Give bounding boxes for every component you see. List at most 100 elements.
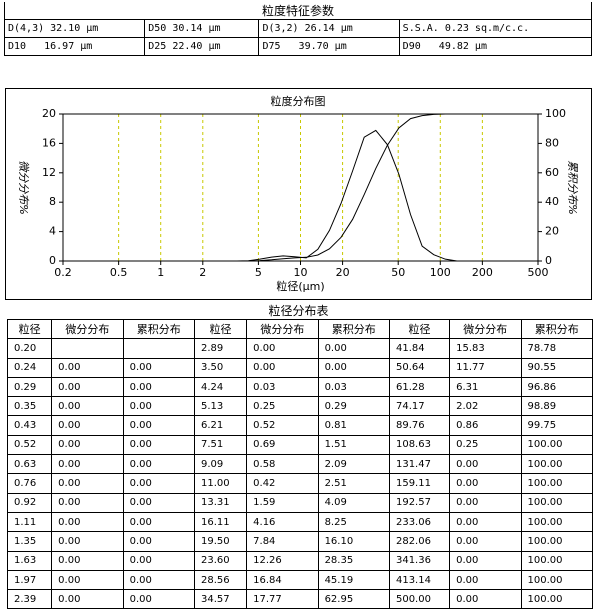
y2-tick-label: 40 [545,195,559,208]
table-cell: 98.89 [520,396,593,417]
chart-box: 粒度分布图 0.2 0.5 1 2 5 10 20 50 100 200 500 0 4 8 12 16 20 0… [5,88,592,300]
y-tick-label: 0 [49,254,56,267]
table-cell [122,338,195,359]
y-tick-label: 12 [42,166,56,179]
table-row: 0.92 0.00 0.00 13.31 1.59 4.09 192.57 0.00 100.0… [6,492,593,513]
table-row: 0.52 0.00 0.00 7.51 0.69 1.51 108.63 0.25 100.00 [6,434,593,456]
table-cell: 23.60 [193,550,248,571]
param: D(3,2) 26.14 μm [258,19,400,38]
header-cell: 粒径 [388,318,451,340]
table-cell: 0.29 [317,396,390,417]
header-row: 粒径 微分分布 累积分布 粒径 微分分布 累积分布 粒径 微分分布 累积分布 [6,318,593,340]
table-cell: 13.31 [193,492,248,513]
table-cell: 0.00 [449,511,522,533]
table-cell: 3.50 [193,357,248,378]
table-cell: 131.47 [388,454,451,475]
table-cell: 0.03 [317,376,390,398]
table-cell: 0.81 [317,415,390,436]
table-cell: 100.00 [520,569,593,591]
table-cell: 0.00 [122,376,195,398]
table-cell: 0.00 [51,454,124,475]
table-cell: 2.02 [449,396,522,417]
table-cell: 0.43 [6,415,53,436]
chart: 粒度分布图 0.2 0.5 1 2 5 10 20 50 100 200 5000481216200… [17,94,579,293]
table-cell: 0.00 [122,531,195,552]
table-cell: 15.83 [449,338,522,359]
table-cell: 17.77 [246,589,319,610]
table-cell: 2.89 [193,338,248,359]
table-cell: 100.00 [520,473,593,494]
table-cell: 0.00 [122,454,195,475]
table-cell: 0.00 [122,434,195,456]
x-tick-label: 1 [157,266,164,279]
y2-tick-label: 60 [545,166,559,179]
table-cell: 0.52 [6,434,53,456]
table-cell: 28.35 [317,550,390,571]
param: D25 22.40 μm [144,37,260,56]
table-row: 0.35 0.00 0.00 5.13 0.25 0.29 74.17 2.02 98.89 [6,396,593,417]
table-cell: 62.95 [317,589,390,610]
table-cell: 100.00 [520,434,593,456]
x-tick-label: 50 [391,266,405,279]
table-cell: 0.00 [51,473,124,494]
table-cell: 0.25 [246,396,319,417]
header-cell: 粒径 [193,318,248,340]
x-tick-label: 2 [199,266,206,279]
x-tick-label: 5 [255,266,262,279]
table-cell: 0.52 [246,415,319,436]
plot-frame [62,113,539,262]
table-cell: 0.00 [51,589,124,610]
table-cell: 4.24 [193,376,248,398]
table-cell: 500.00 [388,589,451,610]
header-cell: 累积分布 [317,318,390,340]
x-axis-label: 粒径(μm) [276,279,324,293]
table-cell: 0.00 [122,473,195,494]
table-cell: 2.09 [317,454,390,475]
table-cell: 0.00 [449,454,522,475]
table-cell: 0.00 [122,511,195,533]
y2-tick-label: 100 [545,107,566,120]
table-row: 0.20 2.89 0.00 0.00 41.84 15.83 78.78 [6,338,593,359]
y2-axis-label: 累积分布% [566,160,579,214]
series-line [74,113,538,262]
table-cell: 78.78 [520,338,593,359]
table-cell: 0.00 [246,357,319,378]
table-cell: 12.26 [246,550,319,571]
table-cell: 11.00 [193,473,248,494]
table-cell: 0.00 [317,338,390,359]
table-cell: 90.55 [520,357,593,378]
param-row: D(4,3) 32.10 μm D50 30.14 μm D(3,2) 26.14 … [3,19,593,38]
y-tick-label: 16 [42,136,56,149]
table-row: 2.39 0.00 0.00 34.57 17.77 62.95 500.00 0.00 100… [6,589,593,610]
table-cell: 0.00 [122,492,195,513]
table-cell: 1.35 [6,531,53,552]
table-cell: 0.00 [51,569,124,591]
table-cell: 0.00 [51,511,124,533]
table-cell: 7.51 [193,434,248,456]
param-row: D10 16.97 μm D25 22.40 μm D75 39.70 μm D90 … [3,37,593,56]
table-cell: 0.00 [122,589,195,610]
table-cell: 5.13 [193,396,248,417]
table-cell: 0.29 [6,376,53,398]
table-row: 1.97 0.00 0.00 28.56 16.84 45.19 413.14 0.00 100… [6,569,593,591]
table-cell: 45.19 [317,569,390,591]
table-cell: 19.50 [193,531,248,552]
table-cell: 100.00 [520,531,593,552]
header-cell: 微分分布 [449,318,522,340]
table-cell [51,338,124,359]
table-cell: 6.21 [193,415,248,436]
table-cell: 0.00 [246,338,319,359]
table-cell: 0.63 [6,454,53,475]
table-cell: 99.75 [520,415,593,436]
table-cell: 61.28 [388,376,451,398]
y2-tick-label: 0 [545,254,552,267]
table-cell: 1.59 [246,492,319,513]
table-row: 0.43 0.00 0.00 6.21 0.52 0.81 89.76 0.86 99.75 [6,415,593,436]
table-cell: 0.00 [449,550,522,571]
table-cell: 159.11 [388,473,451,494]
table-cell: 2.51 [317,473,390,494]
table-cell: 1.51 [317,434,390,456]
table-cell: 0.00 [51,531,124,552]
